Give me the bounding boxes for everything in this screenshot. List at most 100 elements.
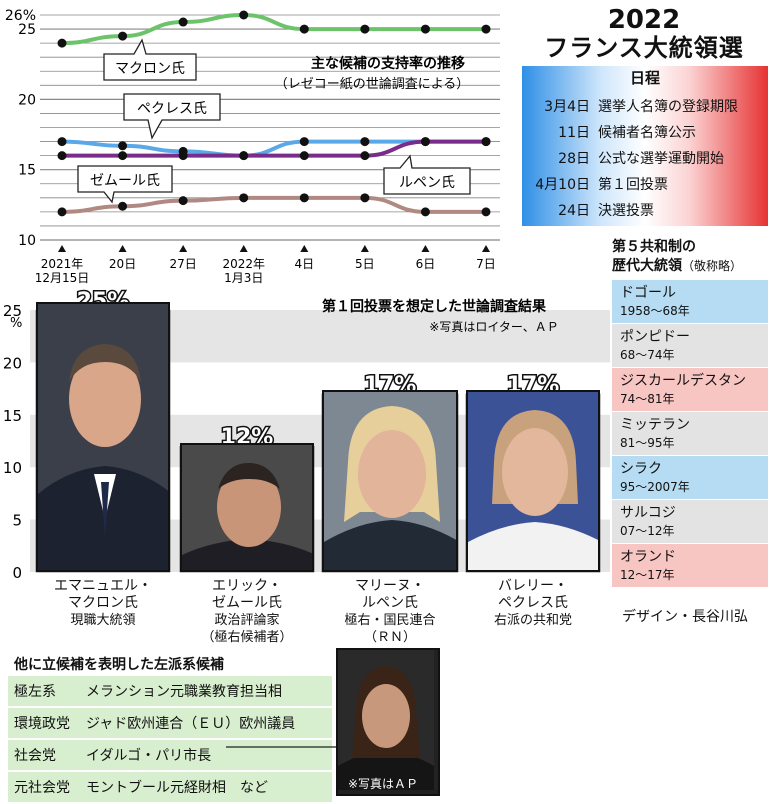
series-line: [57, 10, 491, 48]
president-years: 1958～68年: [620, 304, 690, 318]
schedule-row: 4月10日 第１回投票: [522, 171, 768, 197]
left-candidate-party: 元社会党: [14, 780, 70, 796]
series-point: [118, 201, 128, 211]
y-tick-label: 25: [3, 302, 22, 320]
callout-pecresse-label: ペクレス氏: [137, 101, 207, 117]
candidate-label-pecresse: バレリー・ ペクレス氏 右派の共和党: [458, 578, 608, 629]
hidalgo-photo: ※写真はＡＰ: [336, 648, 440, 796]
y-tick-label: 26%: [5, 8, 36, 24]
candidate-name-line2: ルペン氏: [362, 595, 418, 611]
schedule-row: 24日 決選投票: [522, 197, 768, 223]
y-tick-label: 15: [18, 163, 36, 179]
series-point: [420, 137, 430, 147]
series-point: [178, 151, 188, 161]
y-tick-label: 20: [18, 92, 36, 108]
bar-chart-note: ※写真はロイター、ＡＰ: [429, 320, 558, 334]
callout-macron: マクロン氏: [103, 38, 197, 81]
left-candidate-row: 極左系 メランション元職業教育担当相: [8, 676, 332, 708]
schedule-list: 3月4日 選挙人名簿の登録期限 11日 候補者名簿公示 28日 公式な選挙運動開始 4…: [522, 93, 768, 223]
series-point: [420, 207, 430, 217]
candidate-role-note: （ＲＮ）: [363, 630, 416, 645]
schedule-date: 24日: [558, 203, 590, 219]
x-tick-marker: [118, 245, 127, 252]
schedule-date: 3月4日: [544, 99, 590, 115]
president-name: ドゴール: [620, 285, 676, 301]
title-block: 2022 フランス大統領選: [520, 6, 768, 62]
president-years: 12～17年: [620, 568, 675, 582]
president-item: ミッテラン 81～95年: [612, 412, 768, 456]
left-candidate-row: 環境政党 ジャド欧州連合（ＥＵ）欧州議員: [8, 708, 332, 740]
pecresse-portrait-icon: [468, 392, 598, 570]
hidalgo-photo-note: ※写真はＡＰ: [348, 777, 419, 791]
president-name: ミッテラン: [620, 417, 690, 433]
macron-portrait-icon: [38, 304, 168, 570]
candidate-label-lepen: マリーヌ・ ルペン氏 極右・国民連合 （ＲＮ）: [315, 578, 465, 646]
left-candidate-row: 元社会党 モントブール元経財相 など: [8, 772, 332, 804]
schedule-event: 候補者名簿公示: [598, 125, 696, 141]
x-tick-marker: [360, 245, 369, 252]
series-point: [57, 38, 67, 48]
bar-chart-title: 第１回投票を想定した世論調査結果: [322, 298, 547, 315]
candidate-name-line1: マリーヌ・: [355, 578, 425, 594]
president-years: 81～95年: [620, 436, 675, 450]
y-tick-label: 15: [3, 407, 22, 425]
presidents-list: ドゴール 1958～68年 ポンピドー 68～74年 ジスカールデスタン 74～81年…: [612, 280, 768, 588]
candidate-name-line1: バレリー・: [498, 578, 568, 594]
president-item: オランド 12～17年: [612, 544, 768, 588]
series-point: [481, 137, 491, 147]
y-tick-label: 20: [3, 354, 22, 372]
schedule-date: 28日: [558, 151, 590, 167]
candidate-name-line2: ペクレス氏: [498, 595, 568, 611]
presidents-heading: 第５共和制の 歴代大統領（敬称略）: [612, 238, 772, 276]
y-tick-label: 10: [18, 233, 36, 249]
left-candidate-party: 社会党: [14, 748, 56, 764]
left-candidate-desc: メランション元職業教育担当相: [86, 684, 282, 700]
president-item: ポンピドー 68～74年: [612, 324, 768, 368]
series-point: [360, 193, 370, 203]
series-path: [62, 139, 486, 158]
president-item: シラク 95～2007年: [612, 456, 768, 500]
candidate-role-note: （極右候補者）: [201, 630, 293, 645]
president-item: サルコジ 07～12年: [612, 500, 768, 544]
title-main: フランス大統領選: [544, 34, 744, 62]
president-item: ドゴール 1958～68年: [612, 280, 768, 324]
series-point: [239, 193, 249, 203]
candidate-role: 現職大統領: [70, 613, 136, 628]
series-point: [299, 137, 309, 147]
callout-lepen-label: ルペン氏: [399, 175, 455, 191]
x-tick-label: 7日: [476, 257, 496, 271]
left-candidate-desc: イダルゴ・パリ市長: [86, 748, 212, 764]
schedule-date: 11日: [558, 125, 590, 141]
series-point: [360, 151, 370, 161]
x-tick-label: 5日: [355, 257, 375, 271]
president-name: ポンピドー: [620, 329, 690, 345]
candidate-label-zemmour: エリック・ ゼムール氏 政治評論家 （極右候補者）: [172, 578, 322, 646]
series-point: [239, 151, 249, 161]
series-point: [360, 137, 370, 147]
zemmour-photo: [180, 443, 314, 572]
schedule-row: 28日 公式な選挙運動開始: [522, 145, 768, 171]
macron-photo: [36, 302, 170, 572]
candidate-role: 右派の共和党: [493, 613, 572, 628]
x-tick-marker: [300, 245, 309, 252]
zemmour-portrait-icon: [182, 445, 312, 570]
pecresse-photo: [466, 390, 600, 572]
series-point: [57, 137, 67, 147]
left-candidate-desc: モントブール元経財相 など: [86, 780, 268, 796]
y-tick-label: 10: [3, 459, 22, 477]
callout-zemmour: ゼムール氏: [77, 165, 173, 204]
candidate-label-macron: エマニュエル・ マクロン氏 現職大統領: [28, 578, 178, 629]
schedule-row: 11日 候補者名簿公示: [522, 119, 768, 145]
callout-pecresse: ペクレス氏: [123, 93, 221, 140]
hidalgo-connector-line: [226, 746, 338, 748]
president-name: ジスカールデスタン: [620, 373, 746, 389]
lepen-portrait-icon: [324, 392, 456, 570]
x-tick-marker: [179, 245, 188, 252]
x-tick-label: 27日: [170, 257, 197, 271]
x-tick-label: 6日: [416, 257, 436, 271]
candidate-name-line2: マクロン氏: [68, 595, 138, 611]
design-credit: デザイン・長谷川弘: [622, 609, 748, 625]
series-point: [57, 207, 67, 217]
